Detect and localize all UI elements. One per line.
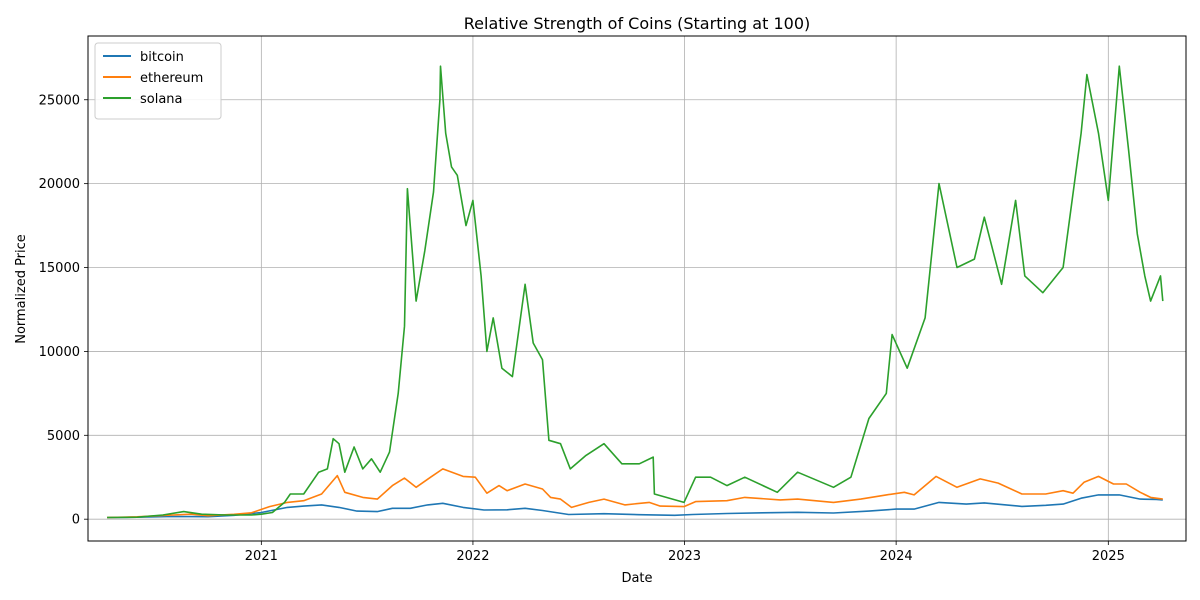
x-tick-label: 2022 (456, 549, 489, 564)
legend-label-ethereum: ethereum (140, 71, 203, 86)
y-tick-label: 15000 (39, 261, 80, 276)
y-axis-label: Normalized Price (14, 234, 29, 344)
x-axis-ticks: 2021 2022 2023 2024 2025 (245, 541, 1125, 564)
y-tick-label: 25000 (39, 93, 80, 108)
x-axis-label: Date (621, 571, 652, 586)
y-axis-ticks: 0 5000 10000 15000 20000 25000 (39, 93, 88, 528)
legend-box (94, 42, 222, 120)
x-tick-label: 2021 (245, 549, 278, 564)
y-tick-label: 0 (72, 513, 80, 528)
x-tick-label: 2024 (880, 549, 913, 564)
y-tick-label: 5000 (47, 429, 80, 444)
series-line-ethereum (107, 468, 1163, 519)
plot-area-frame (87, 35, 1187, 542)
chart-title: Relative Strength of Coins (Starting at … (464, 14, 810, 33)
series-line-solana (107, 65, 1164, 519)
legend-label-solana: solana (140, 92, 183, 107)
legend-label-bitcoin: bitcoin (140, 50, 184, 65)
x-tick-label: 2025 (1092, 549, 1125, 564)
x-tick-label: 2023 (668, 549, 701, 564)
y-tick-label: 20000 (39, 177, 80, 192)
grid (88, 36, 1186, 541)
plot-lines (107, 65, 1164, 519)
legend: bitcoin ethereum solana (94, 42, 222, 120)
y-tick-label: 10000 (39, 345, 80, 360)
series-line-bitcoin (107, 494, 1163, 519)
